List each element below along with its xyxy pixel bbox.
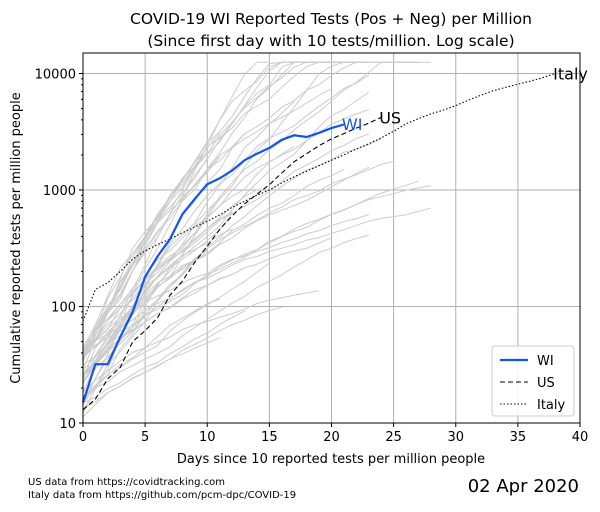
y-axis-label: Cumulative reported tests per million pe… [9, 92, 24, 384]
series-line-italy [82, 72, 556, 322]
x-tick-label: 25 [385, 430, 402, 445]
legend-label-wi: WI [537, 354, 554, 369]
legend-box [491, 345, 575, 417]
x-tick-label: 20 [323, 430, 340, 445]
chart-title: COVID-19 WI Reported Tests (Pos + Neg) p… [130, 10, 532, 28]
state-line [82, 160, 394, 404]
state-line [82, 133, 245, 414]
state-line [82, 180, 419, 359]
annotation-us: US [379, 108, 401, 127]
series-lines [81, 72, 556, 411]
y-axis-ticks: 10 100 1000 10000 [35, 68, 83, 432]
footer-italy-source: Italy data from https://github.com/pcm-d… [28, 490, 297, 501]
state-line [82, 249, 208, 412]
legend-label-us: US [537, 376, 555, 391]
x-tick-label: 5 [141, 430, 149, 445]
x-tick-label: 15 [261, 430, 278, 445]
legend-label-italy: Italy [537, 398, 566, 413]
state-line [82, 61, 419, 358]
y-tick-label: 1000 [43, 184, 76, 199]
state-line [82, 101, 295, 384]
x-tick-label: 35 [510, 430, 527, 445]
footer-us-source: US data from https://covidtracking.com [28, 477, 225, 488]
y-tick-label: 10000 [35, 68, 76, 83]
state-line [82, 168, 345, 391]
x-tick-label: 0 [79, 430, 87, 445]
state-line [82, 262, 270, 398]
annotation-italy: Italy [553, 65, 588, 84]
x-axis-ticks: 0 5 10 15 20 25 30 35 40 [79, 423, 588, 445]
state-line [82, 214, 369, 353]
y-tick-label: 100 [51, 301, 76, 316]
state-line [82, 306, 282, 410]
state-line [82, 234, 369, 400]
state-line [82, 91, 370, 385]
series-annotations: WI US Italy [342, 65, 588, 134]
x-tick-label: 10 [199, 430, 216, 445]
state-line [82, 243, 221, 382]
x-tick-label: 40 [572, 430, 589, 445]
state-line [82, 207, 432, 352]
legend: WI US Italy [491, 345, 575, 417]
state-line [82, 185, 431, 376]
state-line [82, 228, 233, 356]
x-tick-label: 30 [447, 430, 464, 445]
state-line [82, 133, 369, 393]
x-axis-label: Days since 10 reported tests per million… [177, 452, 485, 467]
state-line [82, 61, 320, 354]
state-line [82, 310, 245, 404]
chart-subtitle: (Since first day with 10 tests/million. … [147, 32, 514, 50]
state-line [82, 61, 369, 398]
state-line [82, 212, 233, 350]
series-line-wi [81, 123, 345, 403]
y-tick-label: 10 [59, 417, 76, 432]
date-stamp: 02 Apr 2020 [467, 476, 579, 497]
annotation-wi: WI [342, 115, 363, 134]
